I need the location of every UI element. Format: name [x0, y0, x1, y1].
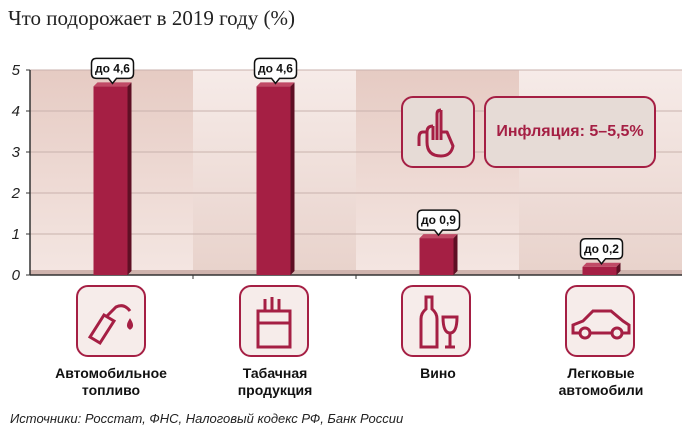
data-label-bubble [253, 57, 298, 85]
wine-bottle-glass-icon [401, 285, 471, 357]
y-tick-label: 1 [12, 226, 20, 243]
bar-side [616, 262, 621, 275]
y-tick-label: 5 [12, 62, 21, 79]
y-tick-label: 0 [12, 267, 21, 284]
bar [93, 86, 128, 276]
car-icon [565, 285, 635, 357]
category-label-wine: Вино [420, 365, 456, 381]
bar [419, 238, 454, 275]
hand-pointing-up-icon [401, 96, 475, 168]
bar-side [453, 234, 458, 275]
source-note: Источники: Росстат, ФНС, Налоговый кодек… [10, 411, 404, 426]
category-label-fuel: Автомобильное топливо [55, 365, 167, 398]
data-label: до 0,2 [584, 242, 619, 256]
data-label: до 4,6 [258, 61, 293, 75]
data-label: до 4,6 [95, 61, 130, 75]
chart-title: Что подорожает в 2019 году (%) [8, 6, 295, 30]
floor [30, 270, 682, 275]
bar [256, 86, 291, 276]
y-tick-label: 4 [12, 103, 20, 120]
inflation-annotation: Инфляция: 5–5,5% [484, 96, 656, 168]
bar [582, 266, 617, 275]
bar-side [127, 82, 132, 276]
category-label-tobacco: Табачная продукция [237, 365, 313, 398]
category-label-cars: Легковые автомобили [558, 365, 644, 398]
fuel-nozzle-icon [76, 285, 146, 357]
data-label-bubble [579, 238, 624, 266]
bar-side [290, 82, 295, 276]
data-label-bubble [416, 209, 461, 237]
y-tick-label: 2 [11, 185, 21, 202]
data-label-bubble [90, 57, 135, 85]
data-label: до 0,9 [421, 213, 456, 227]
y-tick-label: 3 [12, 144, 21, 161]
cigarettes-icon [239, 285, 309, 357]
